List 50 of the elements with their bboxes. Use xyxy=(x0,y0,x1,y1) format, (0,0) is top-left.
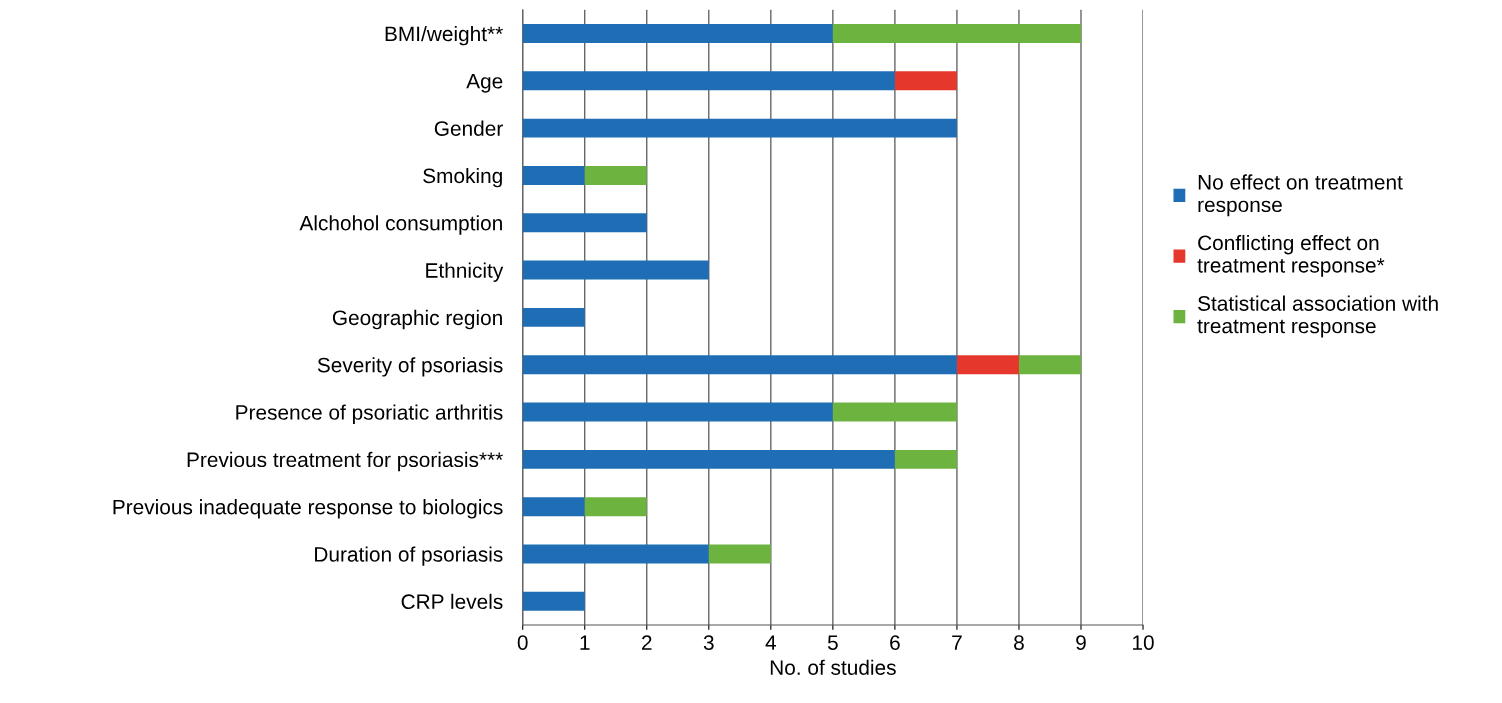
bar xyxy=(522,544,709,564)
bar xyxy=(894,449,957,469)
x-tick-label: 6 xyxy=(890,635,900,650)
bar xyxy=(956,355,1019,375)
y-tick-label: Duration of psoriasis xyxy=(315,546,503,566)
bar xyxy=(584,165,647,185)
bar xyxy=(522,71,895,91)
bar xyxy=(832,24,1081,43)
bar xyxy=(522,118,957,138)
bar xyxy=(522,591,585,611)
bar xyxy=(894,71,957,91)
bar xyxy=(522,260,709,280)
y-tick-label: Geographic region xyxy=(332,309,502,330)
y-tick-label: Severity of psoriasis xyxy=(317,357,503,377)
y-tick-label: Age xyxy=(466,74,503,93)
bar xyxy=(708,544,771,564)
x-tick-label: 1 xyxy=(580,635,590,650)
bar xyxy=(522,497,585,517)
x-tick-label: 7 xyxy=(952,635,962,650)
x-tick-label: 5 xyxy=(827,635,838,650)
x-axis-title: No. of studies xyxy=(770,659,896,675)
bar xyxy=(522,449,895,469)
y-tick-label: CRP levels xyxy=(401,593,503,610)
x-tick-label: 0 xyxy=(517,635,528,650)
bar xyxy=(522,355,957,375)
y-tick-label: BMI/weight** xyxy=(385,25,503,46)
x-tick-label: 3 xyxy=(703,635,714,650)
bar xyxy=(1018,355,1081,375)
x-tick-label: 8 xyxy=(1014,635,1024,650)
legend-label: Conflicting effect on treatment response* xyxy=(1197,234,1385,277)
y-tick-label: Ethnicity xyxy=(426,262,504,282)
bar xyxy=(584,497,647,517)
bar xyxy=(522,165,585,185)
y-tick-label: Previous treatment for psoriasis*** xyxy=(187,451,503,472)
legend-label: No effect on treatment response xyxy=(1198,174,1403,217)
x-tick-label: 9 xyxy=(1076,635,1086,650)
bar xyxy=(522,24,833,43)
legend-label: Statistical association with treatment response xyxy=(1197,295,1438,338)
y-tick-label: Previous inadequate response to biologics xyxy=(113,499,503,519)
bar xyxy=(832,402,957,422)
y-tick-label: Gender xyxy=(434,120,503,136)
y-tick-label: Alchohol consumption xyxy=(299,215,502,235)
y-tick-label: Presence of psoriatic arthritis xyxy=(236,404,503,424)
bar xyxy=(522,402,833,422)
bar xyxy=(522,213,647,233)
bar xyxy=(522,307,585,327)
x-tick-label: 2 xyxy=(642,635,652,650)
x-tick-label: 4 xyxy=(765,635,777,650)
x-tick-label: 10 xyxy=(1133,635,1154,650)
y-tick-label: Smoking xyxy=(423,167,502,188)
